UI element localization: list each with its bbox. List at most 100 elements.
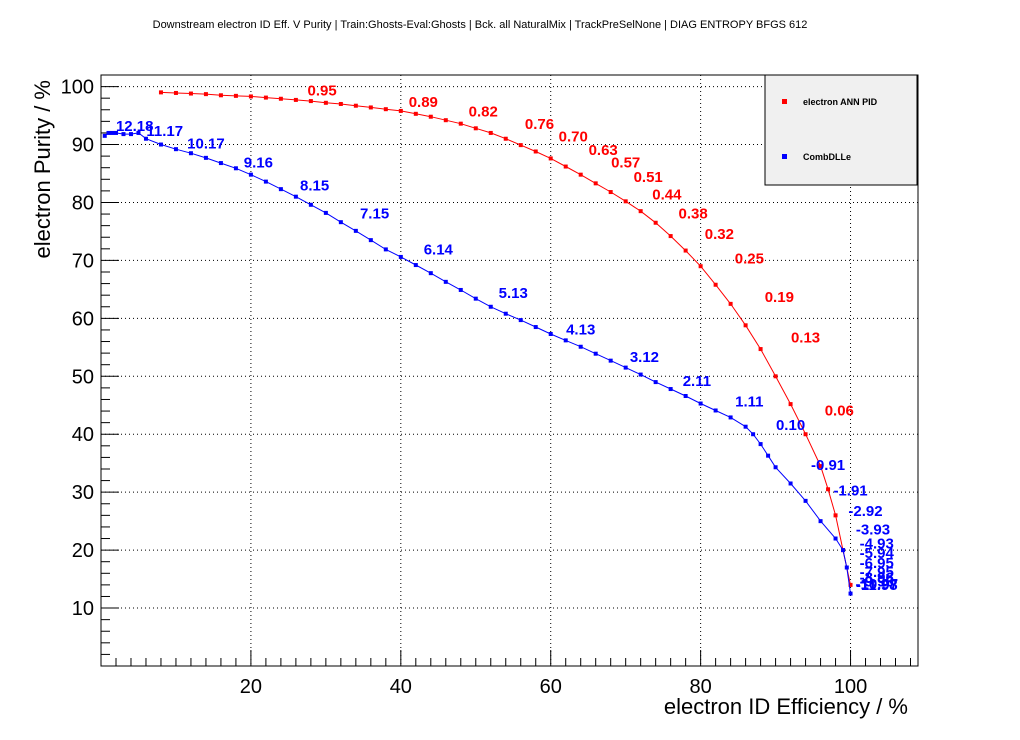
point-label: 0.25 bbox=[735, 250, 764, 267]
point-label: 0.95 bbox=[308, 82, 337, 99]
data-point bbox=[143, 136, 148, 141]
point-label: 0.70 bbox=[559, 129, 588, 146]
data-point bbox=[623, 199, 628, 204]
data-point bbox=[803, 498, 808, 503]
data-point bbox=[413, 263, 418, 268]
data-point bbox=[608, 190, 613, 195]
data-point bbox=[323, 210, 328, 215]
data-point bbox=[233, 166, 238, 171]
x-tick-label: 20 bbox=[240, 676, 262, 698]
point-label: 0.57 bbox=[611, 155, 640, 172]
data-point bbox=[158, 142, 163, 147]
data-point bbox=[293, 97, 298, 102]
data-point bbox=[593, 181, 598, 186]
data-point bbox=[548, 156, 553, 161]
data-point bbox=[110, 130, 115, 135]
data-point bbox=[593, 351, 598, 356]
data-point bbox=[788, 481, 793, 486]
point-label: 6.14 bbox=[424, 242, 454, 259]
y-tick-label: 20 bbox=[72, 540, 94, 562]
point-label: 9.16 bbox=[244, 155, 273, 172]
data-point bbox=[653, 220, 658, 225]
data-point bbox=[608, 358, 613, 363]
data-point bbox=[751, 432, 756, 437]
data-point bbox=[533, 325, 538, 330]
y-tick-label: 60 bbox=[72, 308, 94, 330]
data-point bbox=[773, 374, 778, 379]
data-point bbox=[173, 90, 178, 95]
data-point bbox=[668, 234, 673, 239]
data-point bbox=[443, 279, 448, 284]
data-point bbox=[848, 582, 853, 587]
point-label: 8.15 bbox=[300, 177, 329, 194]
data-point bbox=[353, 228, 358, 233]
point-label: -10.97 bbox=[856, 576, 899, 593]
data-point bbox=[533, 149, 538, 154]
data-point bbox=[173, 147, 178, 152]
point-label: 0.13 bbox=[791, 330, 820, 347]
y-tick-label: 30 bbox=[72, 482, 94, 504]
grid bbox=[101, 75, 918, 666]
data-point bbox=[818, 519, 823, 524]
point-label: 3.12 bbox=[630, 349, 659, 366]
data-point bbox=[503, 136, 508, 141]
data-point bbox=[788, 402, 793, 407]
point-label: 12.18 bbox=[116, 118, 154, 135]
y-tick-label: 10 bbox=[72, 598, 94, 620]
data-point bbox=[248, 172, 253, 177]
point-label: 2.11 bbox=[683, 373, 711, 390]
data-point bbox=[121, 132, 126, 137]
data-point bbox=[488, 130, 493, 135]
data-point bbox=[293, 194, 298, 199]
point-label: -5.94 bbox=[860, 545, 895, 562]
data-point bbox=[683, 248, 688, 253]
data-point bbox=[833, 513, 838, 518]
point-label: -11.98 bbox=[856, 577, 898, 594]
data-point bbox=[218, 161, 223, 166]
data-point bbox=[308, 202, 313, 207]
data-point bbox=[578, 172, 583, 177]
x-tick-label: 100 bbox=[834, 676, 867, 698]
x-tick-label: 60 bbox=[540, 676, 562, 698]
point-label: 4.13 bbox=[566, 322, 595, 339]
data-point bbox=[488, 304, 493, 309]
data-point bbox=[338, 101, 343, 106]
data-point bbox=[773, 465, 778, 470]
point-label: 0.10 bbox=[776, 417, 805, 434]
point-label: 0.19 bbox=[765, 289, 794, 306]
y-tick-label: 80 bbox=[72, 192, 94, 214]
legend-marker-ann bbox=[782, 99, 787, 104]
data-point bbox=[203, 155, 208, 160]
data-point bbox=[188, 151, 193, 156]
data-point bbox=[578, 344, 583, 349]
point-label: 0.82 bbox=[469, 104, 498, 121]
point-label: -0.91 bbox=[811, 457, 845, 474]
data-point bbox=[743, 424, 748, 429]
data-point bbox=[743, 323, 748, 328]
data-point bbox=[428, 271, 433, 276]
legend-box bbox=[764, 74, 918, 186]
data-point bbox=[233, 93, 238, 98]
data-point bbox=[683, 393, 688, 398]
data-point bbox=[158, 90, 163, 95]
data-point bbox=[323, 100, 328, 105]
data-point bbox=[353, 103, 358, 108]
point-label: 0.89 bbox=[409, 94, 438, 111]
legend: electron ANN PID CombDLLe bbox=[764, 74, 918, 186]
point-label: 1.11 bbox=[735, 393, 763, 410]
data-point bbox=[548, 331, 553, 336]
data-point bbox=[278, 96, 283, 101]
data-point bbox=[503, 311, 508, 316]
data-point bbox=[398, 108, 403, 113]
data-point bbox=[383, 247, 388, 252]
data-point bbox=[728, 301, 733, 306]
point-label: -6.95 bbox=[860, 555, 894, 572]
data-point bbox=[728, 415, 733, 420]
data-point bbox=[848, 591, 853, 596]
data-point bbox=[136, 130, 141, 135]
data-point bbox=[563, 164, 568, 169]
y-tick-label: 90 bbox=[72, 135, 94, 157]
data-point bbox=[518, 318, 523, 323]
data-point bbox=[443, 118, 448, 123]
point-label: -7.95 bbox=[860, 564, 894, 581]
